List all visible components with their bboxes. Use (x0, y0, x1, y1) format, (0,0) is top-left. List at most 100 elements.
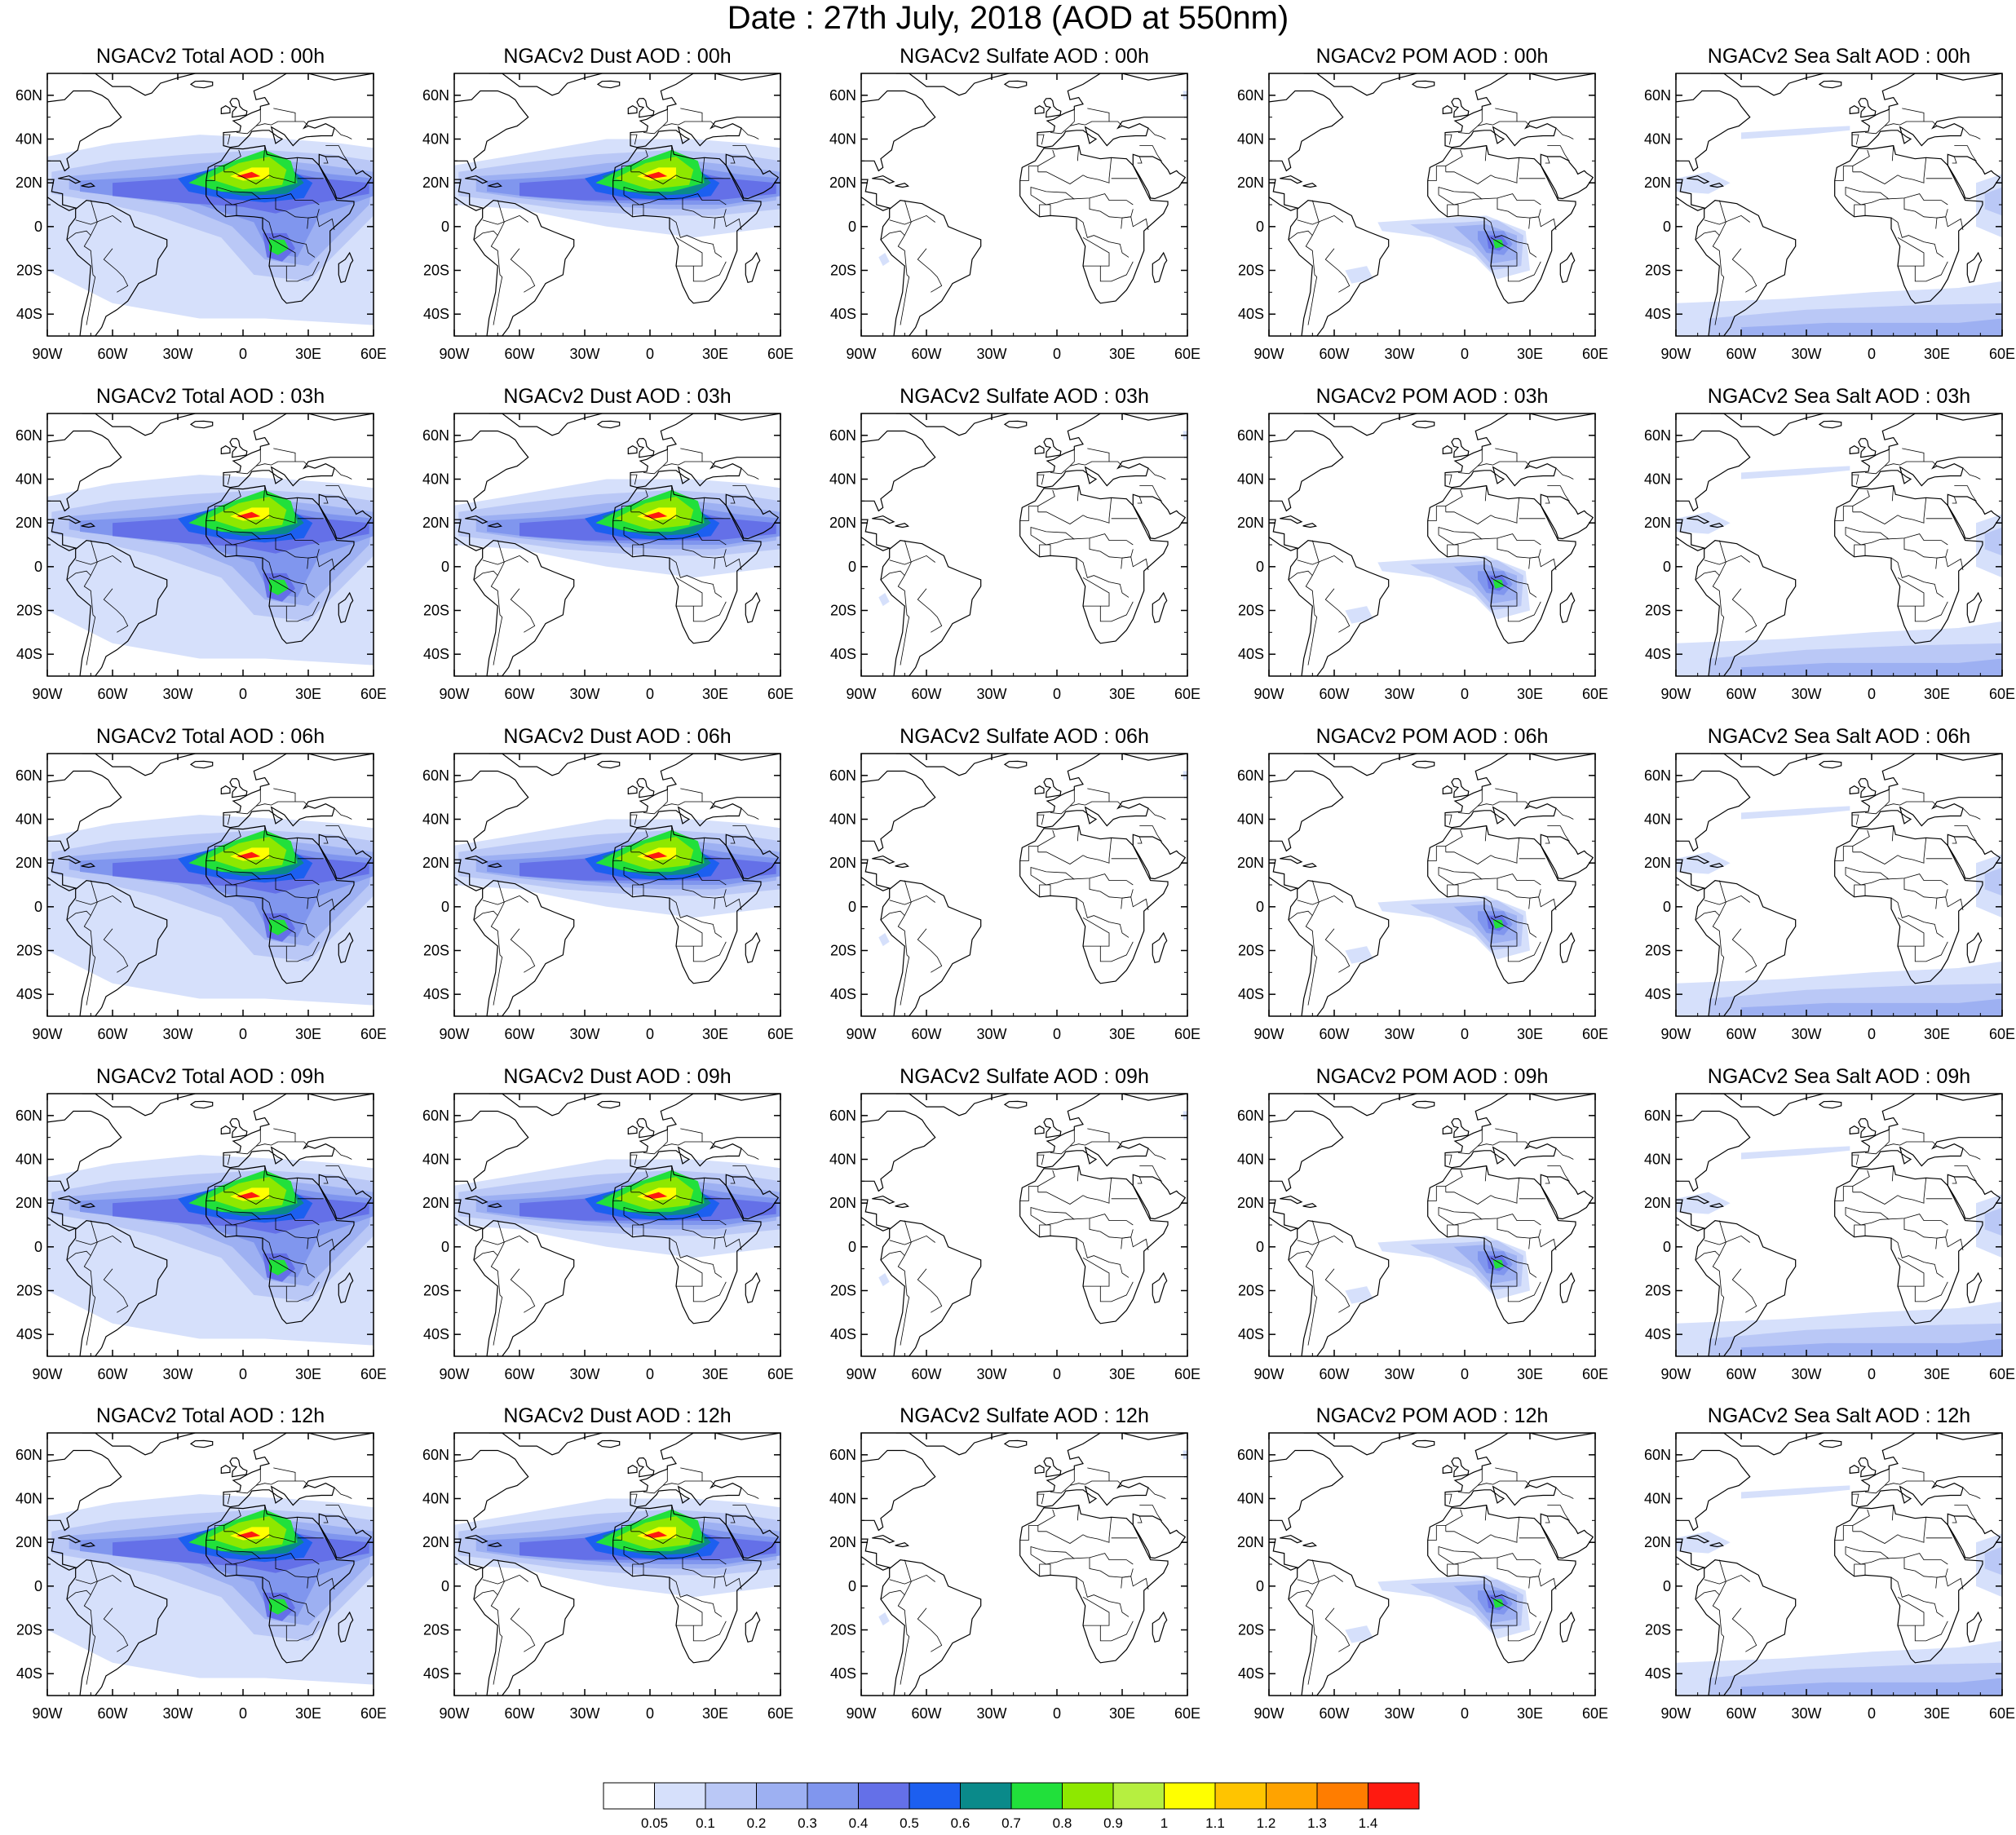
lat-tick-label: 60N (1237, 1447, 1264, 1463)
country-border (1030, 1206, 1075, 1220)
lon-tick-label: 90W (846, 1705, 876, 1722)
country-border (1447, 544, 1459, 557)
country-border (1483, 1576, 1537, 1617)
country-border (1962, 1147, 1981, 1160)
lon-tick-label: 0 (646, 1026, 654, 1042)
aod-contours (454, 479, 780, 578)
country-border (1099, 941, 1134, 962)
coastline-iceland (596, 1439, 621, 1448)
lat-tick-label: 0 (1256, 899, 1264, 915)
coastline-ireland (220, 1465, 231, 1475)
lat-tick-label: 20S (830, 603, 856, 619)
map-svg: 90W 60W 30W 0 30E 60E 60N 40N 20N 0 20S 40S (1237, 1432, 1608, 1722)
country-border (1037, 814, 1045, 825)
map-svg: 90W 60W 30W 0 30E 60E 60N 40N 20N 0 20S 40S (15, 753, 387, 1042)
coastline-uk (1858, 97, 1877, 118)
coastline-greenland (489, 1094, 603, 1116)
coastline-hispaniola (895, 1203, 909, 1209)
coastline-uk (1043, 1117, 1062, 1139)
coastline-s-america (880, 1219, 982, 1356)
map-svg: 90W 60W 30W 0 30E 60E 60N 40N 20N 0 20S 40S (15, 1432, 387, 1722)
country-border (1845, 186, 1890, 200)
lon-tick-label: 60W (504, 1366, 534, 1382)
lon-tick-label: 0 (1868, 346, 1876, 362)
coastline-iceland (1003, 760, 1028, 769)
coastline-uk (636, 97, 655, 118)
country-border (612, 506, 632, 521)
country-border (669, 217, 723, 258)
coastline-madagascar (745, 251, 761, 284)
coastline-cuba (1687, 855, 1710, 864)
lat-tick-label: 20S (423, 943, 449, 959)
coastline-c-america (1676, 859, 1706, 891)
lat-tick-label: 20N (15, 175, 42, 191)
country-border (630, 814, 638, 825)
country-border (630, 1178, 705, 1205)
aod-contour-band (1345, 266, 1373, 284)
country-border (1076, 217, 1130, 258)
country-border (889, 895, 935, 905)
coastline-iceland (1003, 80, 1028, 89)
coastline-c-america (1676, 179, 1706, 211)
coastline-c-america (1269, 179, 1299, 211)
map-panel-pom-2: NGACv2 POM AOD : 06h 90W 60W 30W 0 30E 60E 60N 4… (1231, 719, 1634, 1059)
lat-tick-label: 60N (15, 1108, 42, 1124)
lon-tick-label: 30E (1517, 346, 1543, 362)
aod-contours (1345, 1575, 1530, 1643)
country-border (1288, 910, 1313, 921)
country-border (83, 540, 98, 665)
lat-tick-label: 40N (422, 131, 449, 148)
country-border (1139, 145, 1162, 161)
country-border (268, 1596, 296, 1626)
country-border (223, 489, 241, 506)
country-border (473, 1590, 498, 1600)
colorbar-label: 1.2 (1257, 1815, 1276, 1831)
coastlines (1676, 413, 2002, 676)
country-border (1695, 570, 1720, 581)
colorbar: 0.05 0.1 0.2 0.3 0.4 0.5 0.6 0.7 0.8 0.9 1 1.1 1.2 1.… (603, 1782, 1420, 1831)
map-frame-2-2: 90W 60W 30W 0 30E 60E 60N 40N 20N 0 20S 40S (829, 753, 1200, 1042)
aod-contour-band (1345, 606, 1373, 624)
country-border (285, 941, 320, 962)
map-panel-dust-2: NGACv2 Dust AOD : 06h 90W 60W 30W 0 30E 60E 60N… (416, 719, 819, 1059)
country-border (236, 788, 261, 815)
lon-tick-label: 60E (1582, 686, 1608, 702)
country-border (1924, 1480, 1938, 1486)
map-svg: 90W 60W 30W 0 30E 60E 60N 40N 20N 0 20S 40S (422, 1432, 794, 1722)
country-border (675, 237, 703, 267)
lon-tick-label: 30E (1924, 1366, 1950, 1382)
country-border (1507, 941, 1541, 962)
country-border (1037, 1509, 1055, 1526)
panel-title: NGACv2 Sulfate AOD : 00h (900, 45, 1149, 68)
lon-tick-label: 90W (1253, 346, 1284, 362)
country-border (669, 1237, 723, 1278)
country-border (223, 1493, 231, 1505)
country-border (714, 556, 742, 570)
lon-tick-label: 60W (97, 1026, 127, 1042)
country-border (1427, 1525, 1447, 1541)
lat-tick-label: 40N (422, 811, 449, 828)
country-border (334, 1487, 352, 1499)
country-border (103, 588, 129, 633)
lon-tick-label: 90W (439, 1366, 469, 1382)
country-border (692, 1281, 727, 1302)
aod-contours (47, 815, 374, 1006)
country-border (295, 1480, 309, 1486)
coastline-n-america (861, 90, 936, 172)
lat-tick-label: 40S (423, 1326, 449, 1342)
lat-tick-label: 40S (1645, 306, 1671, 322)
country-border (225, 1563, 237, 1576)
country-border (1864, 1467, 1890, 1494)
country-border (223, 829, 241, 847)
aod-contour-band (1492, 239, 1504, 249)
colorbar-swatch (654, 1782, 706, 1810)
country-border (1077, 146, 1080, 161)
colorbar-label: 1.4 (1359, 1815, 1378, 1831)
coastline-madagascar (1559, 1611, 1576, 1643)
colorbar-label: 1.3 (1307, 1815, 1327, 1831)
coastline-ireland (627, 105, 638, 115)
lon-tick-label: 30E (295, 1366, 321, 1382)
country-border (1477, 1128, 1518, 1147)
lon-tick-label: 60W (504, 346, 534, 362)
coastline-hispaniola (895, 863, 909, 869)
